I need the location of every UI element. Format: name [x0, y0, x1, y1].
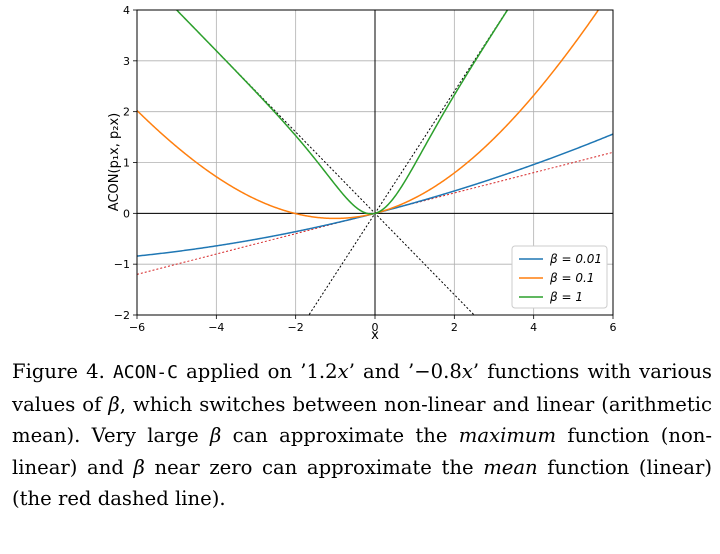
caption-text-3: ’ functions with various values of	[12, 360, 712, 416]
x-tick-label: 4	[530, 321, 537, 334]
caption-maximum: maximum	[458, 424, 557, 447]
caption-var-x: x	[337, 360, 349, 383]
caption-text-6: function (non-linear) and	[12, 424, 712, 479]
caption-text-1: applied on ’1.2	[177, 360, 338, 383]
caption-text-5: can approximate the	[221, 424, 459, 447]
chart-figure: −6 −4 −2 0 2 4 6 −2 −1 0 1 2 3 4 x ACON(p₁x, p₂x) β =…	[107, 4, 617, 343]
legend-label: β = 0.01	[549, 252, 602, 266]
ticks: −6 −4 −2 0 2 4 6 −2 −1 0 1 2 3 4	[114, 4, 617, 334]
y-tick-label: −2	[114, 309, 130, 322]
x-tick-label: −4	[208, 321, 224, 334]
caption-text-2: ’ and ’−0.8	[348, 360, 462, 383]
caption-text-8: function (linear) (the red dashed line).	[12, 455, 712, 511]
x-tick-label: −2	[288, 321, 304, 334]
legend-label: β = 1	[549, 290, 583, 304]
figure-caption: Figure 4. ACON-C applied on ’1.2x’ and ’…	[12, 356, 712, 515]
legend-box	[511, 245, 608, 309]
caption-var-x: x	[461, 360, 473, 383]
legend: β = 0.01 β = 0.1 β = 1	[511, 245, 608, 309]
acon-chart: −6 −4 −2 0 2 4 6 −2 −1 0 1 2 3 4 x ACON(p₁x, p₂x) β =…	[107, 4, 617, 343]
caption-beta: β	[133, 455, 145, 479]
y-tick-label: 0	[123, 207, 130, 220]
y-tick-label: −1	[114, 258, 130, 271]
caption-beta: β	[210, 424, 222, 447]
x-axis-label: x	[371, 328, 379, 343]
caption-text-7: near zero can approximate the	[144, 455, 484, 479]
y-axis-label: ACON(p₁x, p₂x)	[107, 113, 122, 211]
series-lines	[137, 10, 613, 257]
legend-label: β = 0.1	[549, 271, 594, 285]
y-tick-label: 2	[123, 106, 130, 119]
caption-beta: β	[108, 392, 120, 416]
y-tick-label: 3	[123, 55, 130, 68]
x-tick-label: 2	[451, 321, 458, 334]
caption-mean: mean	[483, 455, 538, 479]
y-tick-label: 1	[123, 157, 130, 170]
series-line	[175, 10, 509, 215]
x-tick-label: 6	[610, 321, 617, 334]
x-tick-label: 0	[372, 321, 379, 334]
y-tick-label: 4	[123, 4, 130, 17]
caption-method-name: ACON-C	[112, 362, 178, 383]
x-tick-label: −6	[129, 321, 145, 334]
caption-figure-label: Figure 4.	[12, 360, 105, 383]
caption-text-4: , which switches between non-linear and …	[12, 392, 712, 448]
